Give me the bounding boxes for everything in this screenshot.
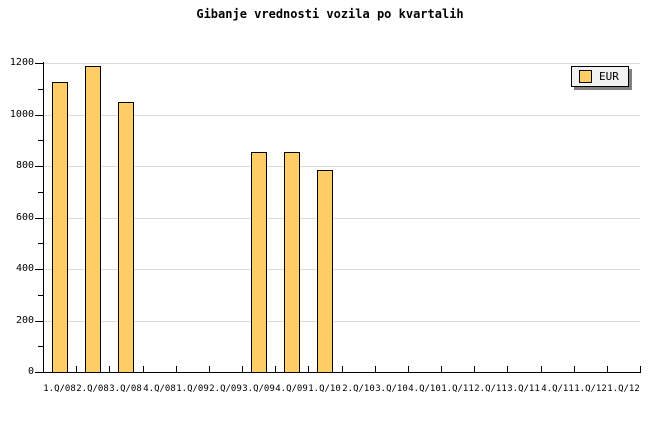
legend-swatch-icon: [579, 70, 592, 83]
x-tick: [143, 366, 144, 372]
x-tick: [541, 366, 542, 372]
x-axis-label: 1.Q/08: [43, 384, 76, 394]
y-axis-label: 600: [15, 212, 34, 223]
y-major-tick: [35, 63, 43, 64]
x-axis-label: 1.Q/10: [308, 384, 341, 394]
x-tick: [308, 366, 309, 372]
gridline: [44, 63, 640, 64]
x-tick: [574, 366, 575, 372]
x-axis-label: 4.Q/09: [275, 384, 308, 394]
x-tick: [474, 366, 475, 372]
gridline: [44, 321, 640, 322]
y-minor-tick: [38, 89, 43, 90]
x-axis-label: 2.Q/08: [76, 384, 109, 394]
x-axis-label: 4.Q/11: [541, 384, 574, 394]
y-minor-tick: [38, 140, 43, 141]
x-axis-label: 4.Q/08: [143, 384, 176, 394]
x-axis-label: 4.Q/10: [408, 384, 441, 394]
y-axis-label: 200: [15, 315, 34, 326]
gridline: [44, 115, 640, 116]
x-axis-label: 3.Q/09: [242, 384, 275, 394]
x-tick: [43, 366, 44, 372]
y-major-tick: [35, 372, 43, 373]
x-axis-label: 3.Q/08: [109, 384, 142, 394]
x-tick: [507, 366, 508, 372]
chart-title: Gibanje vrednosti vozila po kvartalih: [196, 7, 464, 21]
x-tick: [242, 366, 243, 372]
x-tick: [441, 366, 442, 372]
y-major-tick: [35, 218, 43, 219]
gridline: [44, 166, 640, 167]
x-tick: [176, 366, 177, 372]
y-axis-label: 1200: [9, 57, 34, 68]
legend: EUR: [571, 66, 629, 87]
x-tick: [76, 366, 77, 372]
y-major-tick: [35, 166, 43, 167]
x-axis-label: 1.Q/12: [607, 384, 640, 394]
y-major-tick: [35, 321, 43, 322]
x-axis-label: 2.Q/10: [342, 384, 375, 394]
x-axis-label: 1.Q/09: [176, 384, 209, 394]
y-minor-tick: [38, 192, 43, 193]
y-axis-label: 1000: [9, 109, 34, 120]
y-axis-line: [43, 62, 44, 373]
x-tick: [640, 366, 641, 372]
y-major-tick: [35, 115, 43, 116]
x-axis-label: 2.Q/11: [474, 384, 507, 394]
y-minor-tick: [38, 243, 43, 244]
x-tick: [209, 366, 210, 372]
x-tick: [109, 366, 110, 372]
y-major-tick: [35, 269, 43, 270]
y-minor-tick: [38, 295, 43, 296]
x-axis-label: 1.Q/11: [441, 384, 474, 394]
y-minor-tick: [38, 346, 43, 347]
x-tick: [607, 366, 608, 372]
x-tick: [342, 366, 343, 372]
x-tick: [375, 366, 376, 372]
x-axis-label: 3.Q/11: [507, 384, 540, 394]
y-axis-label: 0: [27, 366, 34, 377]
x-axis-line: [43, 372, 641, 373]
x-tick: [275, 366, 276, 372]
gridline: [44, 269, 640, 270]
x-axis-label: 2.Q/09: [209, 384, 242, 394]
y-axis-label: 400: [15, 263, 34, 274]
x-tick: [408, 366, 409, 372]
x-axis-label: 3.Q/10: [375, 384, 408, 394]
gridline: [44, 218, 640, 219]
x-axis-label: 1.Q/12: [574, 384, 607, 394]
y-axis-label: 800: [15, 160, 34, 171]
legend-label: EUR: [599, 70, 619, 83]
